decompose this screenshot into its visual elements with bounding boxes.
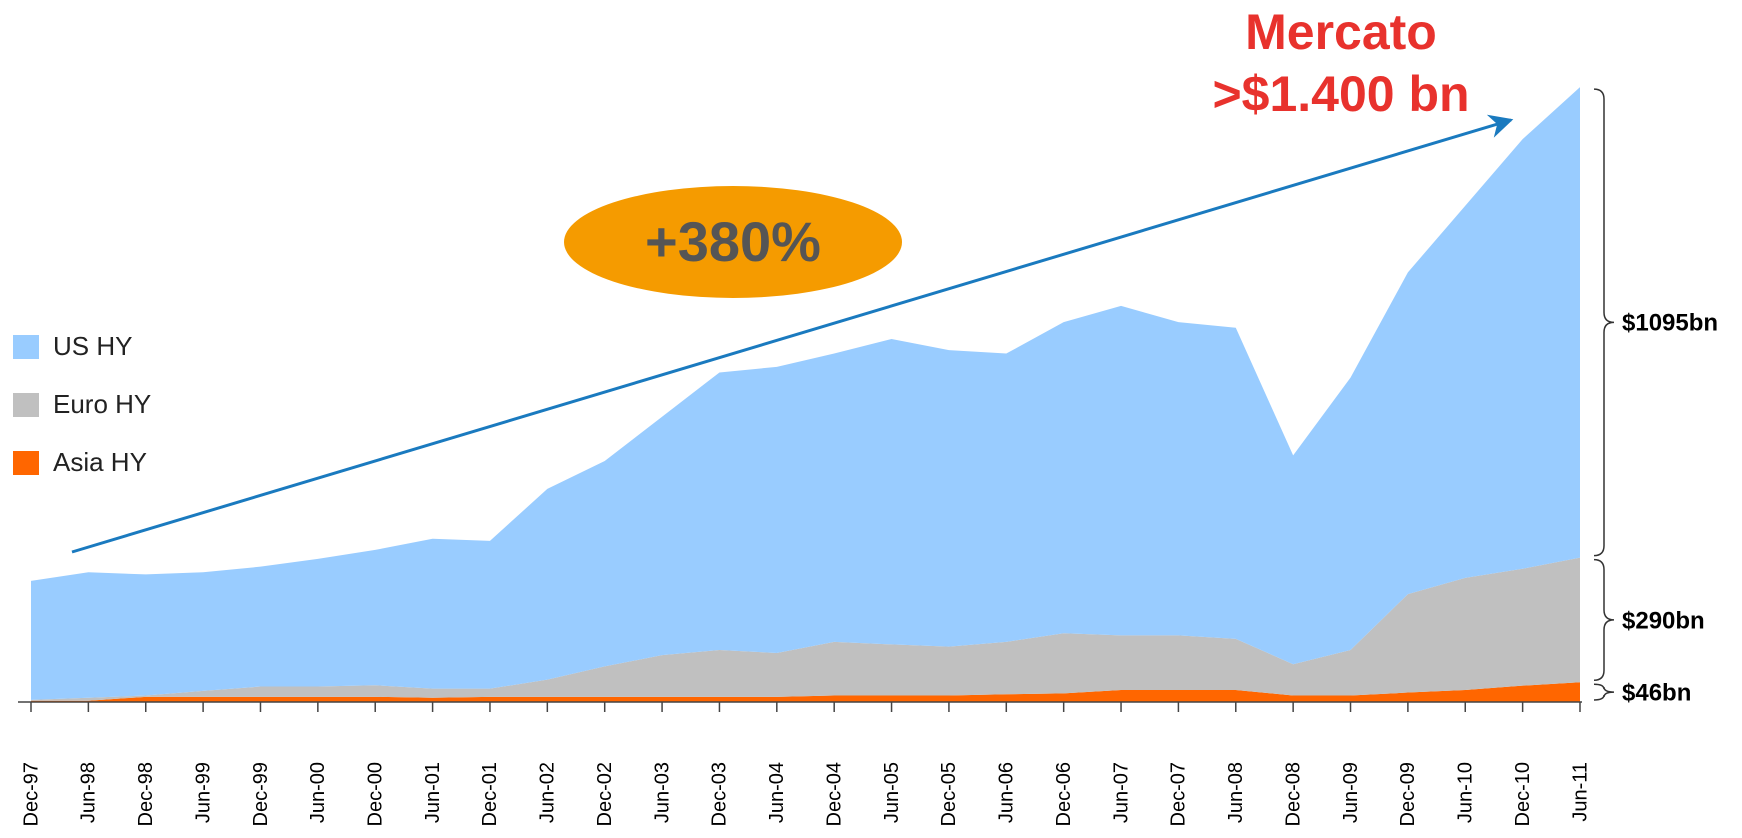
- x-tick-label: Jun-00: [307, 762, 329, 823]
- x-tick-label: Jun-09: [1340, 762, 1362, 823]
- x-tick-label: Jun-11: [1569, 762, 1591, 822]
- x-tick-label: Dec-06: [1053, 762, 1075, 826]
- plot-area: [31, 87, 1580, 702]
- x-tick-label: Dec-03: [709, 762, 731, 826]
- legend-label: Asia HY: [53, 447, 147, 477]
- growth-label: +380%: [645, 210, 821, 273]
- area: [31, 87, 1580, 700]
- x-tick-label: Jun-01: [422, 762, 444, 823]
- x-tick-label: Jun-03: [651, 762, 673, 823]
- x-tick-label: Dec-09: [1397, 762, 1419, 826]
- x-tick-label: Dec-05: [938, 762, 960, 826]
- x-tick-label: Dec-98: [135, 762, 157, 826]
- end-value-label: $290bn: [1622, 607, 1705, 634]
- x-tick-label: Dec-99: [250, 762, 272, 826]
- end-value-label: $46bn: [1622, 679, 1691, 706]
- market-size: >$1.400 bn: [1212, 66, 1469, 122]
- x-tick-label: Jun-04: [766, 762, 788, 823]
- x-tick-label: Dec-04: [823, 762, 845, 826]
- legend-swatch: [13, 335, 39, 359]
- area: [31, 682, 1580, 702]
- brace: [1593, 558, 1615, 681]
- x-tick-label: Jun-07: [1110, 762, 1132, 823]
- x-tick-label: Dec-02: [594, 762, 616, 826]
- x-tick-label: Dec-01: [479, 762, 501, 826]
- x-tick-label: Jun-98: [78, 762, 100, 823]
- brace: [1593, 683, 1615, 701]
- x-tick-label: Jun-06: [996, 762, 1018, 823]
- legend-label: US HY: [53, 331, 132, 361]
- end-value-label: $1095bn: [1622, 310, 1718, 337]
- x-tick-label: Jun-10: [1455, 762, 1477, 823]
- x-tick-label: Jun-05: [881, 762, 903, 823]
- x-tick-label: Dec-08: [1282, 762, 1304, 826]
- area: [31, 557, 1580, 701]
- x-tick-label: Jun-08: [1225, 762, 1247, 823]
- legend-swatch: [13, 451, 39, 475]
- growth-arrow: [71, 114, 1514, 554]
- legend-swatch: [13, 393, 39, 417]
- x-tick-label: Dec-07: [1168, 762, 1190, 826]
- x-tick-label: Dec-97: [20, 762, 42, 826]
- x-tick-label: Jun-99: [192, 762, 214, 823]
- brace: [1593, 88, 1615, 557]
- x-tick-label: Jun-02: [537, 762, 559, 823]
- market-label: Mercato: [1245, 4, 1437, 60]
- growth-badge: [564, 186, 902, 298]
- x-tick-label: Dec-10: [1512, 762, 1534, 826]
- x-tick-label: Dec-00: [365, 762, 387, 826]
- legend-label: Euro HY: [53, 389, 151, 419]
